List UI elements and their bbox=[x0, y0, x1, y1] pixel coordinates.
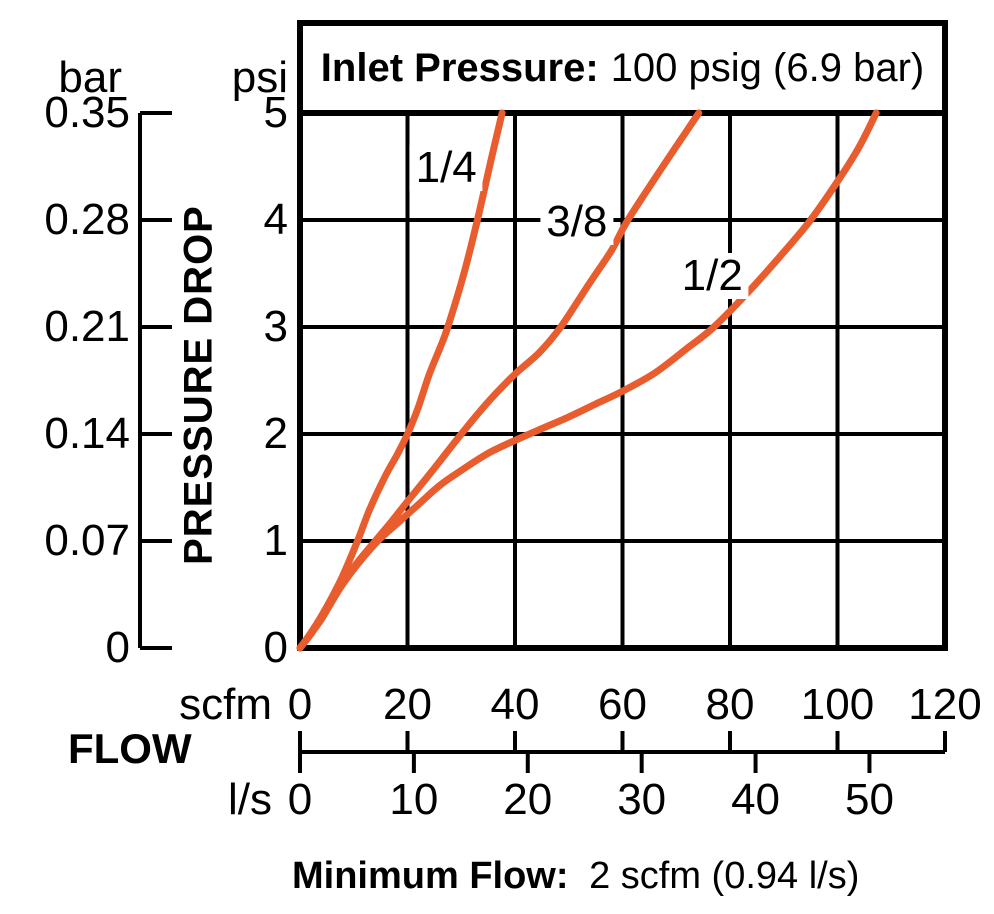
y-axis-title: PRESSURE DROP bbox=[176, 205, 221, 565]
bar-tick-label: 0 bbox=[105, 623, 130, 672]
inlet-pressure-title-label: Inlet Pressure: bbox=[320, 45, 599, 90]
psi-tick-label: 4 bbox=[263, 195, 288, 244]
scfm-unit-label: scfm bbox=[179, 680, 272, 729]
curve-1-2 bbox=[296, 109, 880, 652]
scfm-tick-label: 120 bbox=[908, 680, 982, 729]
bar-tick-label: 0.35 bbox=[44, 88, 130, 137]
curve-label-1-4: 1/4 bbox=[409, 144, 483, 191]
scfm-tick-label: 60 bbox=[598, 680, 647, 729]
minimum-flow-note-label: Minimum Flow: bbox=[292, 855, 569, 897]
ls-tick-label: 30 bbox=[617, 775, 667, 824]
inlet-pressure-title-value: 100 psig (6.9 bar) bbox=[610, 45, 925, 90]
inlet-pressure-title: Inlet Pressure: 100 psig (6.9 bar) bbox=[300, 23, 945, 113]
psi-unit-label: psi bbox=[231, 53, 288, 102]
x-axis-title: FLOW bbox=[68, 725, 192, 772]
ls-tick-label: 40 bbox=[731, 775, 781, 824]
bar-tick-label: 0.07 bbox=[44, 516, 130, 565]
psi-tick-label: 0 bbox=[263, 623, 288, 672]
minimum-flow-note: Minimum Flow: 2 scfm (0.94 l/s) bbox=[292, 855, 859, 897]
psi-tick-label: 2 bbox=[263, 409, 288, 458]
psi-tick-label: 1 bbox=[263, 516, 288, 565]
ls-tick-label: 0 bbox=[287, 775, 313, 824]
ls-tick-label: 10 bbox=[389, 775, 439, 824]
scfm-tick-label: 80 bbox=[705, 680, 755, 729]
psi-tick-label: 3 bbox=[263, 302, 288, 351]
curve-label-3-8: 3/8 bbox=[540, 199, 614, 246]
bar-tick-label: 0.21 bbox=[44, 302, 130, 351]
scfm-tick-label: 100 bbox=[800, 680, 875, 729]
ls-tick-label: 50 bbox=[844, 775, 894, 824]
scfm-tick-label: 0 bbox=[287, 680, 313, 729]
minimum-flow-note-value: 2 scfm (0.94 l/s) bbox=[589, 855, 860, 897]
scfm-tick-label: 20 bbox=[383, 680, 432, 729]
curve-1-4 bbox=[296, 109, 506, 652]
scfm-tick-label: 40 bbox=[490, 680, 540, 729]
bar-tick-label: 0.28 bbox=[44, 195, 130, 244]
psi-tick-label: 5 bbox=[263, 88, 288, 137]
ls-unit-label: l/s bbox=[228, 775, 272, 824]
bar-tick-label: 0.14 bbox=[44, 409, 130, 458]
ls-tick-label: 20 bbox=[503, 775, 553, 824]
bar-unit-label: bar bbox=[58, 53, 122, 102]
curve-label-1-2: 1/2 bbox=[675, 252, 749, 299]
